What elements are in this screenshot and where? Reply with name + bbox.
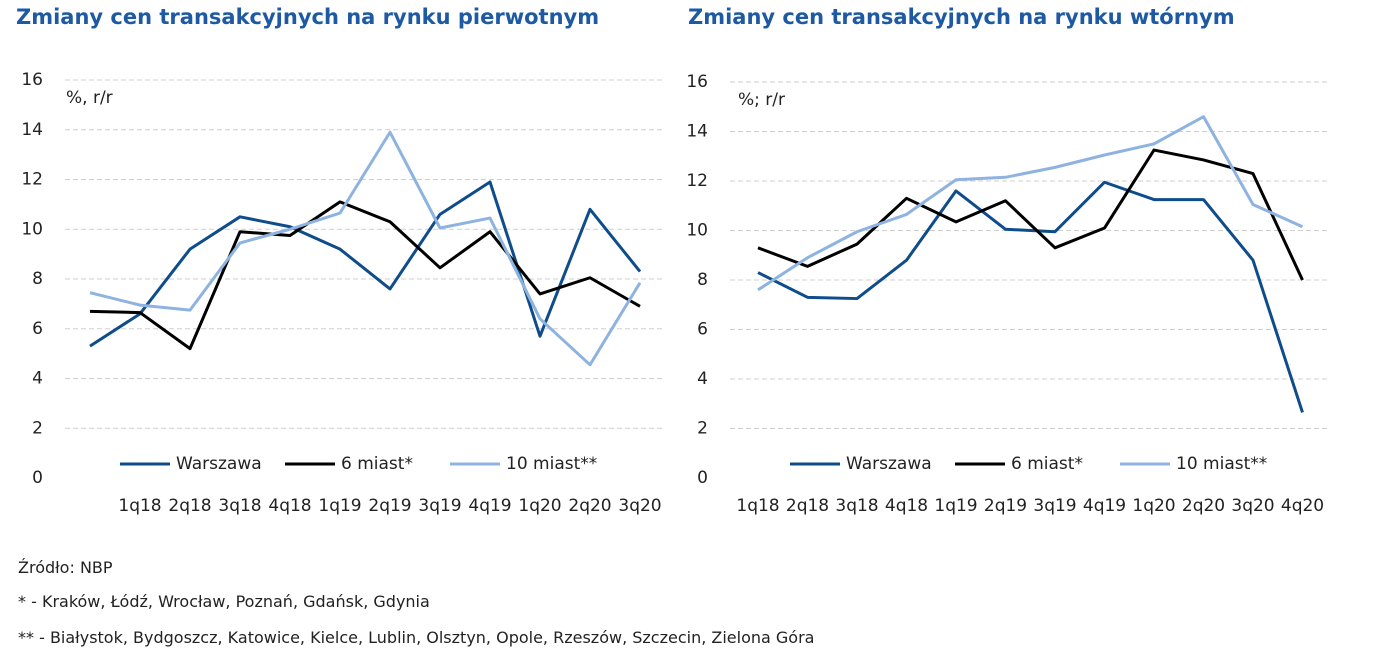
x-tick-label: 2q18 [168,496,211,516]
line-series [757,148,1304,281]
y-tick-label: 16 [686,72,708,92]
x-tick-label: 2q20 [568,496,611,516]
y-tick-label: 8 [697,270,708,290]
y-tick-label: 8 [32,269,43,289]
y-tick-label: 6 [32,319,43,339]
x-tick-label: 1q18 [118,496,161,516]
legend-label: 6 miast* [1011,454,1083,474]
y-tick-label: 16 [21,70,43,90]
y-tick-label: 10 [21,219,43,239]
x-tick-label: 4q20 [1281,496,1324,516]
x-tick-label: 3q20 [618,496,661,516]
legend-label: Warszawa [846,454,932,474]
x-tick-label: 4q18 [885,496,928,516]
line-series [89,200,641,351]
x-tick-label: 2q20 [1182,496,1225,516]
y-tick-label: 2 [697,419,708,439]
x-tick-label: 1q19 [934,496,977,516]
y-tick-label: 14 [21,120,43,140]
y-tick-label: 14 [686,122,708,142]
legend-label: Warszawa [176,454,262,474]
x-tick-label: 1q20 [1132,496,1175,516]
y-tick-label: 6 [697,320,708,340]
charts: Zmiany cen transakcyjnych na rynku pierw… [16,5,1330,516]
x-tick-label: 3q19 [1033,496,1076,516]
y-tick-label: 12 [686,171,708,191]
y-tick-label: 12 [21,170,43,190]
axis-unit: %; r/r [738,90,785,110]
legend-label: 10 miast** [1176,454,1267,474]
footnote: ** - Białystok, Bydgoszcz, Katowice, Kie… [18,628,815,647]
line-series [89,130,642,367]
y-tick-label: 0 [697,468,708,488]
x-tick-label: 4q19 [468,496,511,516]
x-tick-label: 2q19 [984,496,1027,516]
x-tick-label: 1q20 [518,496,561,516]
x-tick-label: 2q19 [368,496,411,516]
line-series [89,180,642,348]
y-tick-label: 10 [686,221,708,241]
axis-unit: %, r/r [66,88,113,108]
line-series [757,180,1304,413]
y-tick-label: 2 [32,418,43,438]
x-tick-label: 3q18 [218,496,261,516]
source-note: Źródło: NBP [18,558,113,577]
y-tick-label: 4 [697,369,708,389]
x-tick-label: 1q18 [736,496,779,516]
footnote: * - Kraków, Łódź, Wrocław, Poznań, Gdańs… [18,592,430,611]
x-tick-label: 4q19 [1083,496,1126,516]
x-tick-label: 3q20 [1231,496,1274,516]
y-tick-label: 4 [32,369,43,389]
x-tick-label: 1q19 [318,496,361,516]
x-tick-label: 2q18 [786,496,829,516]
x-tick-label: 3q18 [835,496,878,516]
x-tick-label: 4q18 [268,496,311,516]
line-series [757,115,1304,292]
legend-label: 6 miast* [341,454,413,474]
y-tick-label: 0 [32,468,43,488]
x-tick-label: 3q19 [418,496,461,516]
legend-label: 10 miast** [506,454,597,474]
chart-title: Zmiany cen transakcyjnych na rynku pierw… [16,5,599,29]
chart-title: Zmiany cen transakcyjnych na rynku wtórn… [688,5,1235,29]
